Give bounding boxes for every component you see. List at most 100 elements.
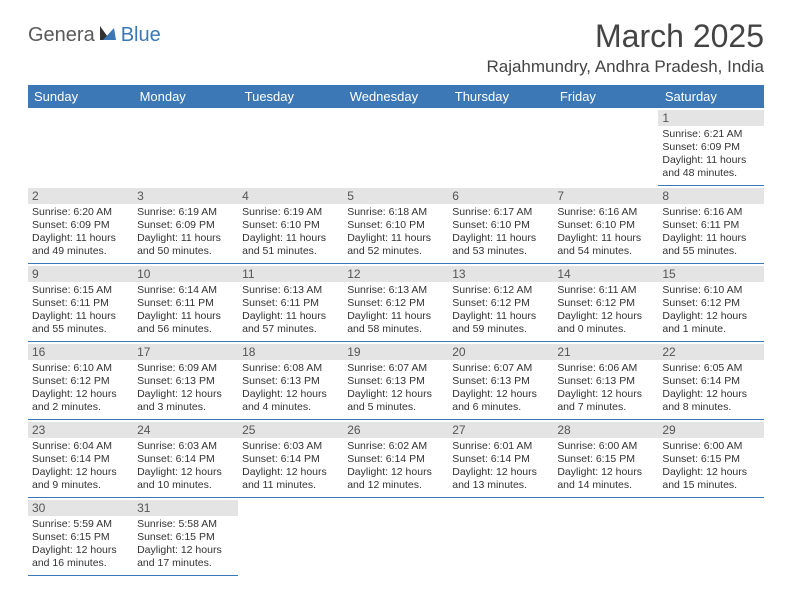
sunset-line: Sunset: 6:10 PM bbox=[557, 219, 654, 232]
day-number: 29 bbox=[658, 422, 763, 438]
calendar-cell: 8Sunrise: 6:16 AMSunset: 6:11 PMDaylight… bbox=[658, 186, 763, 264]
calendar-cell bbox=[343, 498, 448, 576]
sunset-line: Sunset: 6:11 PM bbox=[32, 297, 129, 310]
daylight-line: Daylight: 11 hours and 53 minutes. bbox=[452, 232, 549, 258]
day-number: 8 bbox=[658, 188, 763, 204]
sunrise-line: Sunrise: 6:21 AM bbox=[662, 128, 759, 141]
sunrise-line: Sunrise: 6:12 AM bbox=[452, 284, 549, 297]
calendar-cell: 30Sunrise: 5:59 AMSunset: 6:15 PMDayligh… bbox=[28, 498, 133, 576]
day-number: 9 bbox=[28, 266, 133, 282]
day-number: 21 bbox=[553, 344, 658, 360]
day-number: 25 bbox=[238, 422, 343, 438]
calendar-table: Sunday Monday Tuesday Wednesday Thursday… bbox=[28, 85, 764, 576]
sunrise-line: Sunrise: 6:19 AM bbox=[242, 206, 339, 219]
sunrise-line: Sunrise: 6:01 AM bbox=[452, 440, 549, 453]
daylight-line: Daylight: 11 hours and 50 minutes. bbox=[137, 232, 234, 258]
day-number: 23 bbox=[28, 422, 133, 438]
sunset-line: Sunset: 6:12 PM bbox=[32, 375, 129, 388]
daylight-line: Daylight: 12 hours and 11 minutes. bbox=[242, 466, 339, 492]
daylight-line: Daylight: 11 hours and 48 minutes. bbox=[662, 154, 759, 180]
daylight-line: Daylight: 12 hours and 2 minutes. bbox=[32, 388, 129, 414]
sunrise-line: Sunrise: 6:13 AM bbox=[242, 284, 339, 297]
daylight-line: Daylight: 11 hours and 55 minutes. bbox=[32, 310, 129, 336]
day-number: 5 bbox=[343, 188, 448, 204]
day-number: 20 bbox=[448, 344, 553, 360]
sunset-line: Sunset: 6:12 PM bbox=[557, 297, 654, 310]
sunrise-line: Sunrise: 6:14 AM bbox=[137, 284, 234, 297]
calendar-cell: 26Sunrise: 6:02 AMSunset: 6:14 PMDayligh… bbox=[343, 420, 448, 498]
sunrise-line: Sunrise: 6:10 AM bbox=[32, 362, 129, 375]
sunset-line: Sunset: 6:11 PM bbox=[662, 219, 759, 232]
calendar-week-row: 1Sunrise: 6:21 AMSunset: 6:09 PMDaylight… bbox=[28, 108, 764, 186]
day-number: 28 bbox=[553, 422, 658, 438]
calendar-cell: 19Sunrise: 6:07 AMSunset: 6:13 PMDayligh… bbox=[343, 342, 448, 420]
daylight-line: Daylight: 11 hours and 54 minutes. bbox=[557, 232, 654, 258]
sunrise-line: Sunrise: 6:03 AM bbox=[242, 440, 339, 453]
daylight-line: Daylight: 12 hours and 17 minutes. bbox=[137, 544, 234, 570]
sunset-line: Sunset: 6:13 PM bbox=[557, 375, 654, 388]
day-number: 31 bbox=[133, 500, 238, 516]
day-number: 27 bbox=[448, 422, 553, 438]
calendar-cell bbox=[238, 108, 343, 186]
calendar-week-row: 9Sunrise: 6:15 AMSunset: 6:11 PMDaylight… bbox=[28, 264, 764, 342]
sunrise-line: Sunrise: 6:19 AM bbox=[137, 206, 234, 219]
sunset-line: Sunset: 6:12 PM bbox=[452, 297, 549, 310]
calendar-cell: 11Sunrise: 6:13 AMSunset: 6:11 PMDayligh… bbox=[238, 264, 343, 342]
sunrise-line: Sunrise: 6:00 AM bbox=[662, 440, 759, 453]
weekday-header: Wednesday bbox=[343, 85, 448, 108]
sunset-line: Sunset: 6:15 PM bbox=[662, 453, 759, 466]
sunrise-line: Sunrise: 6:10 AM bbox=[662, 284, 759, 297]
daylight-line: Daylight: 12 hours and 5 minutes. bbox=[347, 388, 444, 414]
sunset-line: Sunset: 6:15 PM bbox=[557, 453, 654, 466]
daylight-line: Daylight: 12 hours and 12 minutes. bbox=[347, 466, 444, 492]
daylight-line: Daylight: 11 hours and 58 minutes. bbox=[347, 310, 444, 336]
calendar-cell: 24Sunrise: 6:03 AMSunset: 6:14 PMDayligh… bbox=[133, 420, 238, 498]
sunrise-line: Sunrise: 6:13 AM bbox=[347, 284, 444, 297]
daylight-line: Daylight: 12 hours and 7 minutes. bbox=[557, 388, 654, 414]
daylight-line: Daylight: 12 hours and 14 minutes. bbox=[557, 466, 654, 492]
calendar-cell: 18Sunrise: 6:08 AMSunset: 6:13 PMDayligh… bbox=[238, 342, 343, 420]
logo-sail-icon bbox=[98, 24, 118, 47]
daylight-line: Daylight: 12 hours and 15 minutes. bbox=[662, 466, 759, 492]
day-number: 14 bbox=[553, 266, 658, 282]
calendar-cell bbox=[553, 108, 658, 186]
sunset-line: Sunset: 6:14 PM bbox=[137, 453, 234, 466]
daylight-line: Daylight: 11 hours and 56 minutes. bbox=[137, 310, 234, 336]
weekday-header: Sunday bbox=[28, 85, 133, 108]
calendar-cell: 7Sunrise: 6:16 AMSunset: 6:10 PMDaylight… bbox=[553, 186, 658, 264]
daylight-line: Daylight: 11 hours and 55 minutes. bbox=[662, 232, 759, 258]
location-subtitle: Rajahmundry, Andhra Pradesh, India bbox=[486, 57, 764, 77]
sunset-line: Sunset: 6:09 PM bbox=[137, 219, 234, 232]
sunrise-line: Sunrise: 6:06 AM bbox=[557, 362, 654, 375]
sunset-line: Sunset: 6:13 PM bbox=[137, 375, 234, 388]
sunset-line: Sunset: 6:14 PM bbox=[32, 453, 129, 466]
calendar-cell: 14Sunrise: 6:11 AMSunset: 6:12 PMDayligh… bbox=[553, 264, 658, 342]
day-number: 19 bbox=[343, 344, 448, 360]
weekday-header: Monday bbox=[133, 85, 238, 108]
calendar-cell: 5Sunrise: 6:18 AMSunset: 6:10 PMDaylight… bbox=[343, 186, 448, 264]
sunset-line: Sunset: 6:14 PM bbox=[662, 375, 759, 388]
calendar-cell: 22Sunrise: 6:05 AMSunset: 6:14 PMDayligh… bbox=[658, 342, 763, 420]
day-number: 2 bbox=[28, 188, 133, 204]
calendar-cell: 23Sunrise: 6:04 AMSunset: 6:14 PMDayligh… bbox=[28, 420, 133, 498]
calendar-cell: 1Sunrise: 6:21 AMSunset: 6:09 PMDaylight… bbox=[658, 108, 763, 186]
daylight-line: Daylight: 12 hours and 1 minute. bbox=[662, 310, 759, 336]
calendar-cell: 17Sunrise: 6:09 AMSunset: 6:13 PMDayligh… bbox=[133, 342, 238, 420]
calendar-cell: 9Sunrise: 6:15 AMSunset: 6:11 PMDaylight… bbox=[28, 264, 133, 342]
sunset-line: Sunset: 6:14 PM bbox=[347, 453, 444, 466]
logo-text-part1: Genera bbox=[28, 24, 95, 47]
calendar-cell bbox=[343, 108, 448, 186]
sunset-line: Sunset: 6:15 PM bbox=[32, 531, 129, 544]
logo: Genera Blue bbox=[28, 24, 161, 47]
sunrise-line: Sunrise: 6:08 AM bbox=[242, 362, 339, 375]
calendar-cell bbox=[133, 108, 238, 186]
calendar-cell: 15Sunrise: 6:10 AMSunset: 6:12 PMDayligh… bbox=[658, 264, 763, 342]
daylight-line: Daylight: 12 hours and 13 minutes. bbox=[452, 466, 549, 492]
calendar-cell bbox=[658, 498, 763, 576]
daylight-line: Daylight: 12 hours and 8 minutes. bbox=[662, 388, 759, 414]
sunset-line: Sunset: 6:13 PM bbox=[452, 375, 549, 388]
calendar-cell: 2Sunrise: 6:20 AMSunset: 6:09 PMDaylight… bbox=[28, 186, 133, 264]
day-number: 12 bbox=[343, 266, 448, 282]
weekday-header: Thursday bbox=[448, 85, 553, 108]
weekday-header: Saturday bbox=[658, 85, 763, 108]
